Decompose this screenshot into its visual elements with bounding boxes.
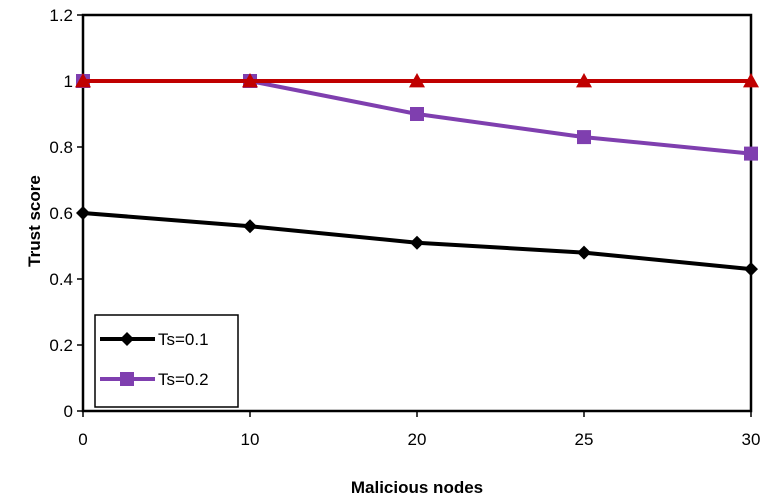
data-point	[410, 235, 424, 250]
legend-box	[94, 314, 239, 408]
legend-marker	[120, 332, 134, 346]
legend-marker	[120, 372, 134, 386]
y-tick-label: 0.8	[49, 138, 73, 157]
data-point	[410, 107, 424, 121]
y-tick-label: 0.6	[49, 204, 73, 223]
series-layer	[75, 73, 759, 277]
legend-item: Ts=0.1	[100, 330, 209, 349]
legend-label: Ts=0.2	[158, 370, 209, 389]
y-tick-label: 0.2	[49, 336, 73, 355]
data-point	[76, 206, 90, 220]
x-axis-ticks: 0 10 20 25 30	[78, 411, 760, 449]
legend-item: Ts=0.2	[100, 370, 209, 389]
data-point	[744, 262, 758, 277]
y-tick-label: 0	[64, 402, 73, 421]
data-point	[744, 146, 758, 161]
y-tick-label: 1	[64, 72, 73, 91]
series-1	[76, 206, 758, 277]
data-point	[242, 73, 258, 88]
data-point	[576, 73, 592, 88]
x-tick-label: 10	[241, 430, 260, 449]
data-point	[75, 73, 91, 88]
data-point	[577, 130, 591, 145]
legend: Ts=0.1 Ts=0.2	[94, 314, 239, 408]
data-point	[243, 219, 257, 234]
legend-label: Ts=0.1	[158, 330, 209, 349]
data-point	[743, 73, 759, 88]
data-point	[409, 73, 425, 88]
y-tick-label: 1.2	[49, 6, 73, 25]
series-3	[75, 73, 759, 88]
x-tick-label: 0	[78, 430, 87, 449]
x-axis-title: Malicious nodes	[351, 478, 483, 497]
x-tick-label: 20	[408, 430, 427, 449]
x-tick-label: 30	[742, 430, 761, 449]
x-tick-label: 25	[575, 430, 594, 449]
data-point	[577, 245, 591, 260]
y-axis-title: Trust score	[25, 175, 44, 267]
y-tick-label: 0.4	[49, 270, 73, 289]
